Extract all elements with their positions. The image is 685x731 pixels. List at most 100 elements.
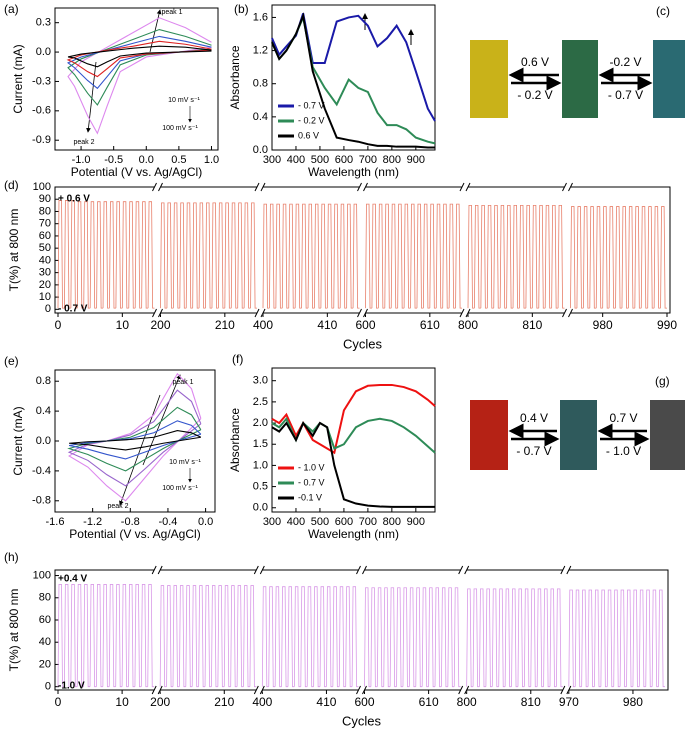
axis-break-gap bbox=[154, 568, 161, 572]
transmittance-cycle bbox=[333, 203, 341, 309]
axis-break-gap bbox=[154, 311, 161, 315]
axis-break bbox=[157, 565, 163, 575]
transmittance-cycle bbox=[525, 204, 533, 309]
x-tick-label: 700 bbox=[359, 516, 377, 528]
legend-label: - 1.0 V bbox=[298, 462, 325, 472]
data-line bbox=[69, 429, 202, 451]
panel-label: (g) bbox=[655, 374, 670, 388]
transmittance-cycle bbox=[628, 206, 635, 309]
x-axis-label: Potential (V vs. Ag/AgCl) bbox=[69, 527, 200, 541]
voltage-label: - 0.7 V bbox=[608, 88, 643, 102]
x-tick-label: 800 bbox=[383, 516, 401, 528]
axis-break bbox=[566, 685, 572, 695]
transmittance-cycle bbox=[376, 587, 384, 688]
x-tick-label: 210 bbox=[215, 318, 235, 332]
transmittance-cycle bbox=[134, 201, 142, 309]
transmittance-cycle bbox=[326, 203, 334, 309]
axis-break-gap bbox=[462, 185, 468, 189]
transmittance-cycle bbox=[397, 203, 405, 309]
transmittance-cycle bbox=[493, 204, 501, 309]
data-line bbox=[67, 45, 212, 68]
transmittance-cycle bbox=[530, 588, 538, 688]
transmittance-cycle bbox=[608, 206, 616, 309]
transmittance-cycle bbox=[351, 586, 359, 688]
transmittance-cycle bbox=[64, 200, 71, 309]
axis-break bbox=[152, 308, 157, 318]
transmittance-cycle bbox=[517, 588, 525, 688]
x-tick-label: 400 bbox=[253, 318, 273, 332]
panel-label: (c) bbox=[656, 4, 670, 18]
transmittance-cycle bbox=[198, 202, 206, 309]
y-tick-label: 3.0 bbox=[253, 375, 268, 387]
trend-arrow bbox=[86, 61, 97, 133]
y-axis-label: Current (mA) bbox=[11, 406, 25, 475]
transmittance-cycle bbox=[396, 587, 403, 688]
y-tick-label: 100 bbox=[33, 569, 51, 581]
axis-break bbox=[362, 565, 367, 575]
panel-label: (b) bbox=[234, 2, 249, 16]
transmittance-cycle bbox=[658, 589, 665, 688]
x-tick-label: 610 bbox=[420, 318, 440, 332]
axis-break-gap bbox=[564, 311, 571, 315]
x-tick-label: 410 bbox=[317, 318, 337, 332]
axis-break-gap bbox=[460, 688, 467, 692]
transmittance-cycle bbox=[556, 588, 563, 688]
transmittance-cycle bbox=[236, 585, 244, 688]
transmittance-cycle bbox=[651, 589, 659, 688]
transmittance-cycle bbox=[274, 586, 282, 688]
x-tick-label: 0 bbox=[55, 318, 62, 332]
axis-break-gap bbox=[154, 185, 161, 189]
transmittance-cycle bbox=[549, 588, 557, 688]
transmittance-cycle bbox=[301, 203, 309, 309]
transmittance-cycle bbox=[576, 206, 584, 309]
transmittance-cycle bbox=[121, 584, 129, 688]
transmittance-cycle bbox=[587, 589, 595, 688]
transmittance-cycle bbox=[429, 203, 437, 309]
transmittance-cycle bbox=[506, 204, 514, 309]
x-tick-label: 800 bbox=[457, 695, 477, 709]
y-tick-label: 0.0 bbox=[253, 502, 268, 514]
axis-break bbox=[158, 182, 163, 192]
x-tick-label: 400 bbox=[252, 695, 272, 709]
transmittance-cycle bbox=[543, 588, 551, 688]
transmittance-cycle bbox=[191, 585, 199, 688]
transmittance-cycle bbox=[262, 203, 270, 309]
transmittance-cycle bbox=[619, 589, 627, 688]
y-tick-label: 40 bbox=[39, 636, 51, 648]
data-line bbox=[66, 40, 212, 78]
x-tick-label: 10 bbox=[115, 695, 129, 709]
transmittance-cycle bbox=[83, 201, 91, 309]
annotation: +0.4 V bbox=[58, 574, 88, 585]
transmittance-cycle bbox=[594, 589, 601, 688]
data-line bbox=[66, 35, 212, 90]
axis-break bbox=[465, 308, 471, 318]
x-tick-label: 0 bbox=[55, 695, 62, 709]
x-tick-label: -0.5 bbox=[104, 154, 123, 166]
voltage-label: - 1.0 V bbox=[606, 444, 641, 458]
x-tick-label: 800 bbox=[383, 154, 401, 166]
transmittance-cycle bbox=[582, 206, 590, 309]
transmittance-cycle bbox=[166, 202, 174, 309]
panel-label: (f) bbox=[232, 352, 243, 366]
transmittance-cycle bbox=[249, 585, 257, 688]
axis-break bbox=[566, 565, 572, 575]
y-tick-label: 0.8 bbox=[36, 375, 51, 387]
transmittance-cycle bbox=[115, 584, 123, 688]
transmittance-cycle bbox=[504, 588, 512, 688]
transmittance-cycle bbox=[364, 587, 371, 688]
transmittance-cycle bbox=[307, 203, 315, 309]
x-tick-label: 1.0 bbox=[204, 154, 219, 166]
transmittance-cycle bbox=[345, 586, 353, 688]
transmittance-cycle bbox=[486, 204, 494, 309]
axis-break-gap bbox=[358, 688, 365, 692]
axis-break bbox=[562, 182, 567, 192]
transmittance-cycle bbox=[653, 206, 661, 309]
x-tick-label: 0.5 bbox=[171, 154, 186, 166]
transmittance-cycle bbox=[76, 201, 84, 309]
transmittance-cycle bbox=[217, 585, 225, 688]
axis-break bbox=[464, 565, 470, 575]
transmittance-cycle bbox=[441, 587, 448, 688]
y-tick-label: 40 bbox=[39, 254, 51, 266]
y-tick-label: -0.9 bbox=[32, 134, 51, 146]
transmittance-cycle bbox=[172, 585, 180, 688]
